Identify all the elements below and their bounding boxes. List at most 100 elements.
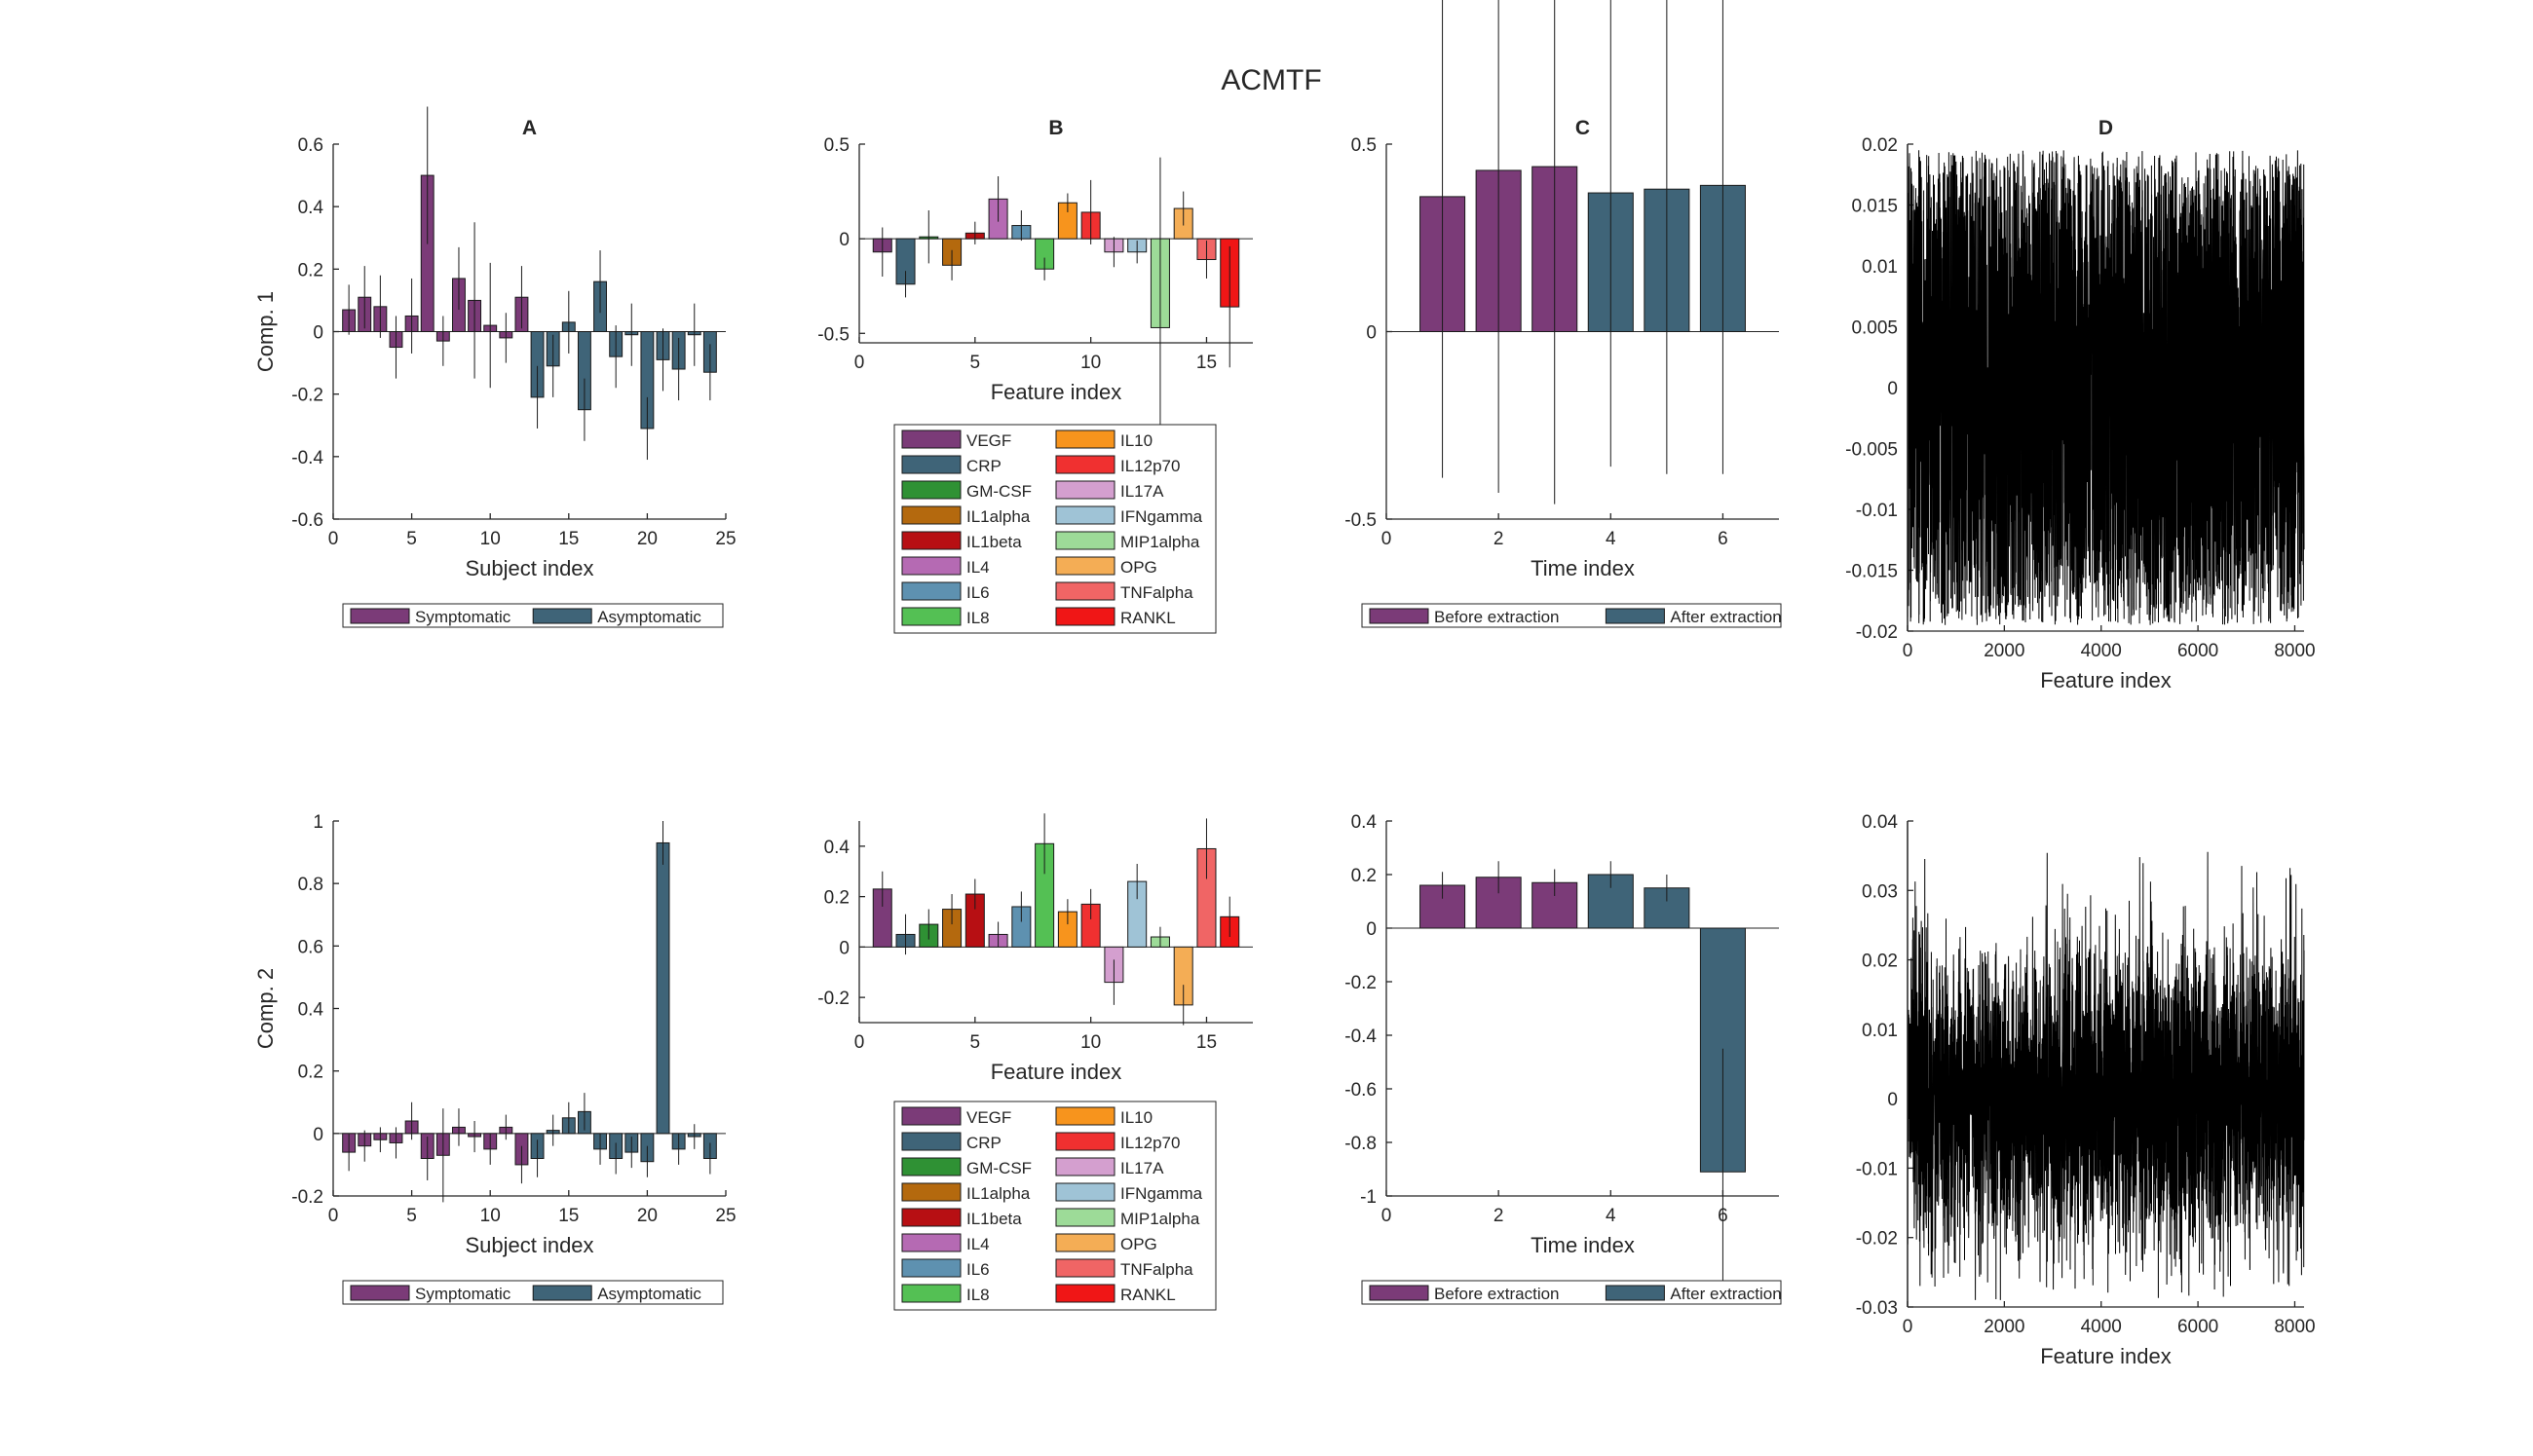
- legend-label: IL1alpha: [966, 1184, 1031, 1203]
- legend-swatch: [901, 1233, 962, 1252]
- y-tick-label: 0.04: [1862, 812, 1898, 833]
- y-tick-label: -0.02: [1856, 622, 1898, 643]
- legend-label: VEGF: [966, 1108, 1011, 1127]
- legend-swatch: [350, 1285, 410, 1301]
- y-tick-label: -0.2: [1344, 973, 1377, 993]
- x-axis-label: Feature index: [991, 380, 1122, 404]
- x-tick-label: 25: [715, 1206, 736, 1226]
- legend-swatch: [1055, 1208, 1115, 1227]
- y-tick-label: -0.03: [1856, 1298, 1898, 1319]
- x-tick-label: 0: [1903, 641, 1913, 661]
- legend-label: IL1alpha: [966, 507, 1031, 526]
- y-tick-label: 0.2: [298, 260, 323, 280]
- legend-label: VEGF: [966, 431, 1011, 450]
- y-axis-label: Comp. 1: [253, 291, 278, 372]
- y-tick-label: 0: [1366, 323, 1377, 344]
- legend-swatch: [901, 1208, 962, 1227]
- y-tick-label: -0.02: [1856, 1229, 1898, 1250]
- legend-swatch: [901, 505, 962, 525]
- y-tick-label: -0.8: [1344, 1134, 1377, 1154]
- legend-label: IL8: [966, 1286, 990, 1304]
- panel-title: C: [1575, 117, 1590, 139]
- legend-label: IL8: [966, 609, 990, 627]
- y-tick-label: 0.01: [1862, 1021, 1898, 1041]
- y-tick-label: -0.6: [291, 510, 323, 531]
- y-tick-label: 0: [1887, 379, 1898, 399]
- y-tick-label: -0.2: [817, 989, 850, 1009]
- x-tick-label: 4000: [2081, 641, 2122, 661]
- legend-label: RANKL: [1120, 1286, 1176, 1304]
- legend-label: IFNgamma: [1120, 1184, 1203, 1203]
- y-tick-label: 0.5: [1351, 135, 1377, 156]
- legend-label: IL1beta: [966, 1210, 1022, 1228]
- legend-label: TNFalpha: [1120, 1260, 1193, 1279]
- y-tick-label: 0.4: [298, 198, 324, 218]
- x-axis-label: Time index: [1531, 1233, 1635, 1257]
- legend-swatch: [901, 556, 962, 576]
- y-tick-label: 0.6: [298, 937, 323, 957]
- x-tick-label: 15: [1196, 1032, 1217, 1053]
- legend-label: Symptomatic: [415, 608, 511, 626]
- legend-swatch: [1055, 531, 1115, 550]
- x-tick-label: 5: [970, 353, 981, 373]
- x-tick-label: 0: [328, 529, 339, 549]
- legend-swatch: [901, 1258, 962, 1278]
- legend-swatch: [901, 1132, 962, 1151]
- legend-label: RANKL: [1120, 609, 1176, 627]
- y-tick-label: 0.01: [1862, 257, 1898, 278]
- x-tick-label: 15: [558, 1206, 579, 1226]
- legend-swatch: [1369, 608, 1429, 624]
- x-tick-label: 0: [1381, 1206, 1392, 1226]
- y-tick-label: -0.6: [1344, 1080, 1377, 1101]
- panel-b2: 0 5 10 15 -0.2 0 0.2 0.4 Feature index VEGF CRP GM-…: [817, 813, 1253, 1311]
- legend-swatch: [532, 608, 592, 624]
- y-tick-label: 0.4: [1351, 812, 1378, 833]
- y-tick-label: 0.015: [1851, 197, 1898, 217]
- legend-swatch: [1055, 1258, 1115, 1278]
- legend-swatch: [1055, 429, 1115, 449]
- chart-panels: 0 5 10 15 20 25-0.6-0.4-0.200.20.40.6ASubject…: [253, 0, 2316, 1368]
- legend-label: IL12p70: [1120, 1134, 1180, 1152]
- legend-label: Before extraction: [1434, 1285, 1560, 1303]
- legend-swatch: [1605, 1285, 1665, 1301]
- legend-label: IL6: [966, 1260, 990, 1279]
- signal-line: [1907, 150, 2305, 625]
- y-tick-label: 0.2: [1351, 866, 1377, 886]
- legend-swatch: [901, 455, 962, 474]
- signal-line: [1907, 851, 2305, 1300]
- y-tick-label: 0.02: [1862, 135, 1898, 156]
- x-axis-label: Subject index: [465, 556, 593, 580]
- x-tick-label: 5: [406, 529, 417, 549]
- legend-swatch: [1055, 480, 1115, 500]
- legend-label: OPG: [1120, 1235, 1157, 1253]
- legend-swatch: [901, 429, 962, 449]
- x-axis-label: Feature index: [2040, 1344, 2172, 1368]
- legend-label: IFNgamma: [1120, 507, 1203, 526]
- legend-label: IL1beta: [966, 533, 1022, 551]
- legend-label: After extraction: [1670, 1285, 1781, 1303]
- y-tick-label: -0.4: [1344, 1027, 1377, 1047]
- y-tick-label: 0: [839, 938, 850, 958]
- x-tick-label: 4: [1606, 1206, 1616, 1226]
- x-tick-label: 10: [1080, 353, 1101, 373]
- legend-label: IL17A: [1120, 1159, 1164, 1177]
- legend-label: CRP: [966, 1134, 1002, 1152]
- legend-label: IL4: [966, 558, 990, 577]
- y-tick-label: 0.2: [824, 888, 850, 909]
- x-tick-label: 6000: [2177, 1317, 2218, 1337]
- legend-label: CRP: [966, 457, 1002, 475]
- panel-a1: 0 5 10 15 20 25 -0.6 -0.4 -0.2 0 0.2 0.4 0.6 A Subject…: [253, 106, 737, 628]
- legend-swatch: [1055, 455, 1115, 474]
- legend-swatch: [1055, 581, 1115, 601]
- panel-d1: 0 2000 4000 6000 8000 -0.02 -0.015 -0.01 -0.005 0…: [1845, 117, 2315, 692]
- y-tick-label: -0.015: [1845, 562, 1898, 582]
- x-axis-label: Feature index: [2040, 668, 2172, 692]
- y-tick-label: 0.5: [824, 135, 850, 156]
- y-tick-label: 0: [313, 323, 323, 344]
- x-tick-label: 6000: [2177, 641, 2218, 661]
- y-tick-label: -1: [1360, 1187, 1377, 1208]
- x-tick-label: 8000: [2274, 1317, 2315, 1337]
- x-tick-label: 0: [328, 1206, 339, 1226]
- legend-label: MIP1alpha: [1120, 533, 1200, 551]
